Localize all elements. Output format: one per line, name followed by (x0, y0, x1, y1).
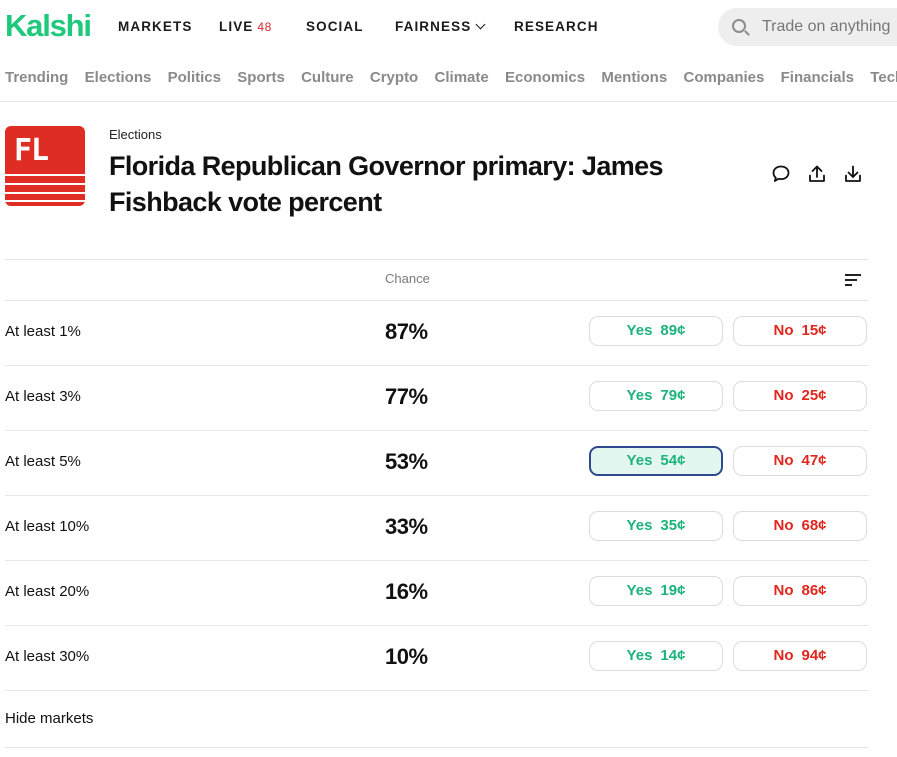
nav-markets[interactable]: MARKETS (118, 19, 193, 34)
header-divider (0, 101, 897, 102)
market-row-label: At least 5% (5, 453, 81, 470)
chance-value: 10% (385, 644, 428, 669)
category-tab[interactable]: Climate (434, 69, 489, 86)
nav-live-label: LIVE (219, 19, 254, 34)
market-row[interactable]: At least 30% 10% Yes 14¢ No 94¢ (5, 625, 869, 690)
chance-value: 77% (385, 384, 428, 409)
category-tab[interactable]: Culture (301, 69, 354, 86)
breadcrumb[interactable]: Elections (109, 127, 162, 142)
nav-fairness-label: FAIRNESS (395, 19, 472, 34)
live-count-badge: 48 (257, 20, 272, 34)
sort-icon[interactable] (845, 274, 861, 286)
comment-icon[interactable] (770, 163, 792, 185)
table-divider (5, 259, 869, 260)
yes-button[interactable]: Yes 35¢ (589, 511, 723, 541)
category-tab[interactable]: Crypto (369, 69, 419, 86)
search-bar[interactable]: Trade on anything (718, 8, 897, 46)
logo-stripe (5, 183, 85, 185)
yes-button[interactable]: Yes 89¢ (589, 316, 723, 346)
row-divider (5, 430, 869, 431)
no-button[interactable]: No 25¢ (733, 381, 867, 411)
logo-stripe (5, 200, 85, 202)
search-icon (732, 19, 746, 33)
market-row[interactable]: At least 5% 53% Yes 54¢ No 47¢ (5, 430, 869, 495)
chevron-down-icon (475, 19, 486, 30)
row-divider (5, 495, 869, 496)
category-tab[interactable]: Tech (870, 69, 897, 86)
category-tab[interactable]: Politics (167, 69, 221, 86)
market-row[interactable]: At least 20% 16% Yes 19¢ No 86¢ (5, 560, 869, 625)
yes-button[interactable]: Yes 14¢ (589, 641, 723, 671)
category-tab[interactable]: Mentions (601, 69, 668, 86)
download-icon[interactable] (842, 163, 864, 185)
top-nav: Kalshi MARKETS LIVE 48 SOCIAL FAIRNESS RE… (0, 0, 897, 54)
category-tab[interactable]: Elections (84, 69, 152, 86)
market-row[interactable]: At least 10% 33% Yes 35¢ No 68¢ (5, 495, 869, 560)
nav-fairness[interactable]: FAIRNESS (395, 18, 486, 36)
row-divider (5, 690, 869, 691)
no-button[interactable]: No 94¢ (733, 641, 867, 671)
category-tab[interactable]: Companies (683, 69, 765, 86)
chance-value: 53% (385, 449, 428, 474)
category-tab[interactable]: Economics (505, 69, 586, 86)
market-logo: FL (5, 126, 85, 206)
nav-live[interactable]: LIVE 48 (219, 18, 272, 36)
table-bottom-divider (5, 747, 869, 748)
logo-stripe (5, 174, 85, 176)
no-button[interactable]: No 68¢ (733, 511, 867, 541)
nav-social[interactable]: SOCIAL (306, 19, 364, 34)
market-row-label: At least 1% (5, 323, 81, 340)
logo-stripe (5, 192, 85, 194)
category-tabs: Trending Elections Politics Sports Culture Cr… (5, 69, 897, 89)
market-row-label: At least 30% (5, 648, 90, 665)
chance-column-header: Chance (385, 271, 430, 286)
no-button[interactable]: No 86¢ (733, 576, 867, 606)
market-row[interactable]: At least 1% 87% Yes 89¢ No 15¢ (5, 300, 869, 365)
market-row-label: At least 3% (5, 388, 81, 405)
row-divider (5, 560, 869, 561)
hide-markets-link[interactable]: Hide markets (5, 710, 94, 727)
yes-button[interactable]: Yes 19¢ (589, 576, 723, 606)
search-input[interactable]: Trade on anything (762, 18, 891, 35)
row-divider (5, 365, 869, 366)
market-row[interactable]: At least 3% 77% Yes 79¢ No 25¢ (5, 365, 869, 430)
page-title: Florida Republican Governor primary: Jam… (109, 151, 664, 217)
no-button[interactable]: No 47¢ (733, 446, 867, 476)
row-divider (5, 625, 869, 626)
chance-value: 33% (385, 514, 428, 539)
chance-value: 87% (385, 319, 428, 344)
market-row-label: At least 20% (5, 583, 90, 600)
no-button[interactable]: No 15¢ (733, 316, 867, 346)
kalshi-logo[interactable]: Kalshi (5, 8, 92, 43)
yes-button-selected[interactable]: Yes 54¢ (589, 446, 723, 476)
category-tab[interactable]: Sports (237, 69, 285, 86)
market-row-label: At least 10% (5, 518, 90, 535)
category-tab[interactable]: Trending (5, 69, 69, 86)
yes-button[interactable]: Yes 79¢ (589, 381, 723, 411)
share-icon[interactable] (806, 163, 828, 185)
chance-value: 16% (385, 579, 428, 604)
table-divider (5, 300, 869, 301)
market-logo-text: FL (14, 133, 49, 168)
category-tab[interactable]: Financials (780, 69, 854, 86)
nav-research[interactable]: RESEARCH (514, 19, 599, 34)
